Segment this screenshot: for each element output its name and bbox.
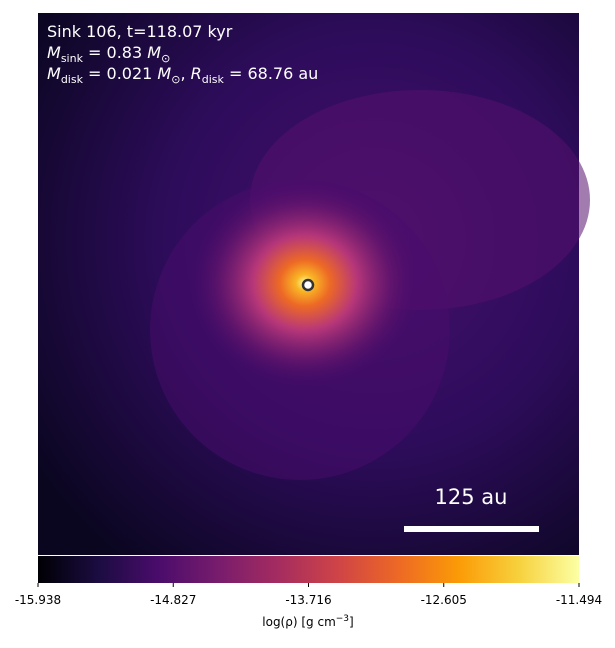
annotation: Msink = 0.83 M⊙ [47,43,170,65]
scale-bar [404,526,539,532]
sink-marker [301,278,315,292]
tick-label: -13.716 [285,593,331,607]
tick-label: -11.494 [556,593,602,607]
annotation: Sink 106, t=118.07 kyr [47,22,233,41]
tick-label: -15.938 [15,593,61,607]
colorbar-ticks: -15.938 -14.827 -13.716 -12.605 -11.494 [15,583,602,607]
colorbar [38,556,579,583]
scale-bar-label: 125 au [435,485,508,509]
annotation: Mdisk = 0.021 M⊙, Rdisk = 68.76 au [47,64,318,86]
density-image [38,13,590,555]
tick-label: -12.605 [421,593,467,607]
tick-label: -14.827 [150,593,196,607]
colorbar-label: log(ρ) [g cm−3] [262,614,353,629]
